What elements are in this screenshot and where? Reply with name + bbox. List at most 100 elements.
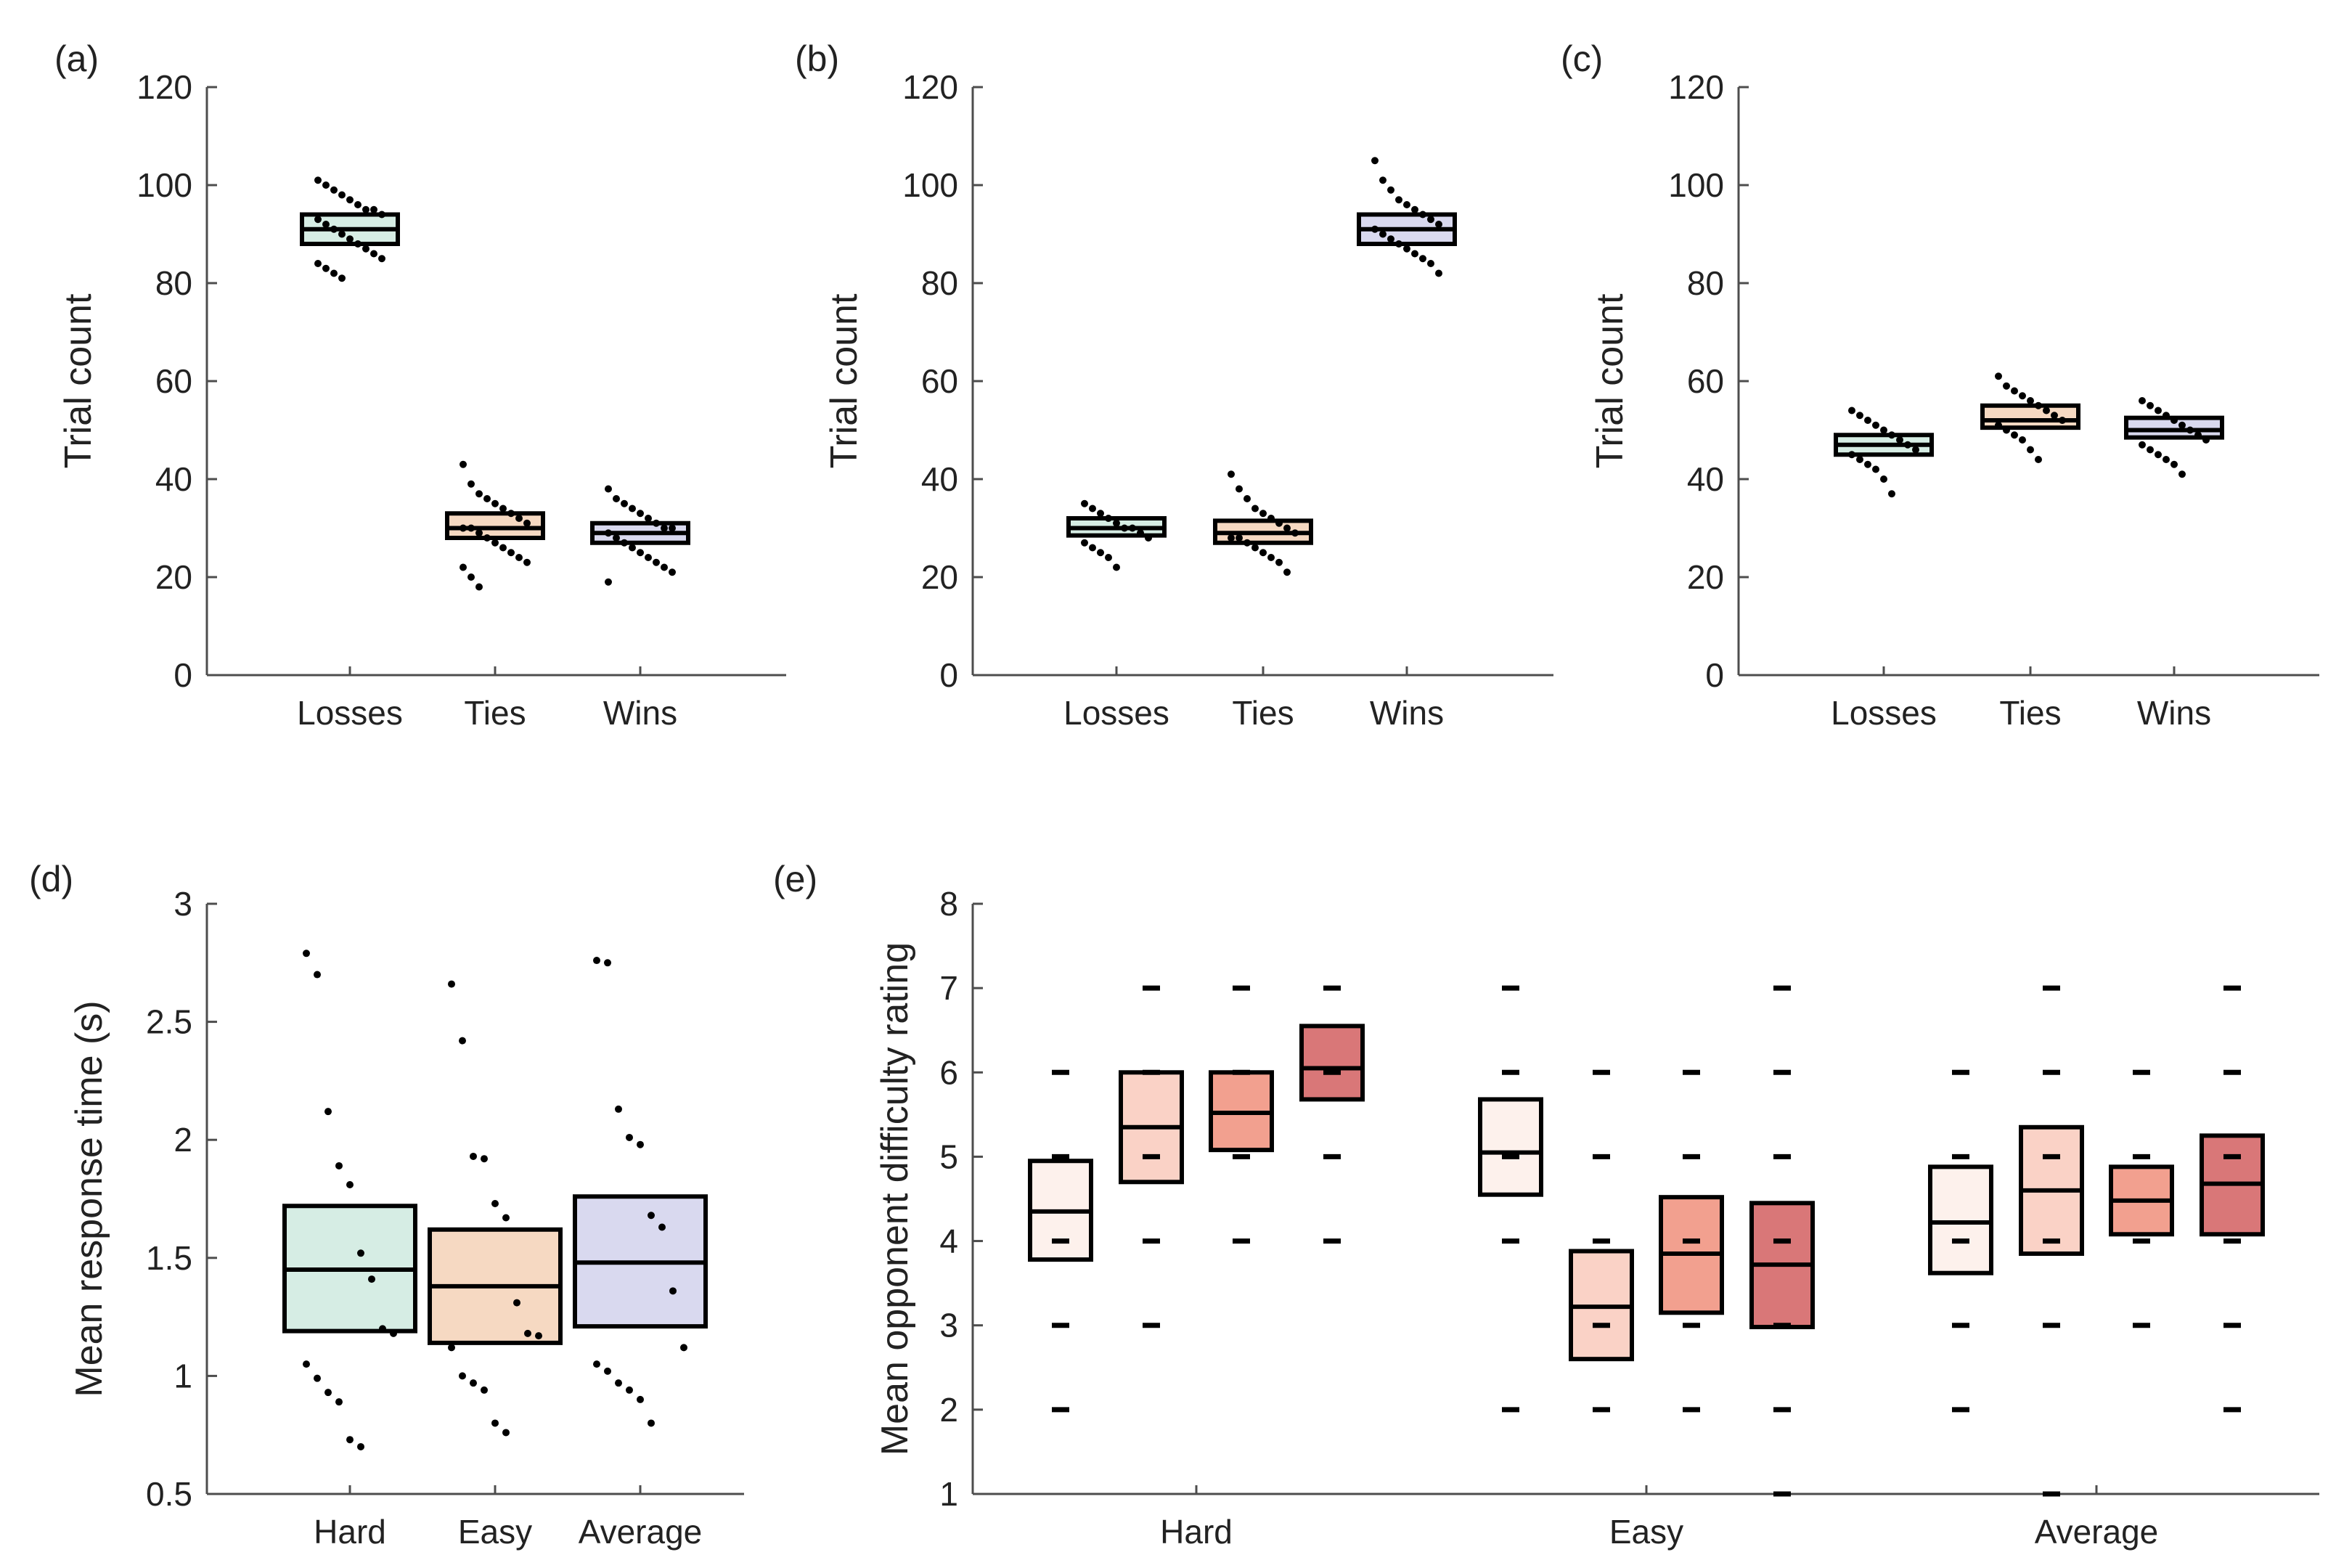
x-tick-label: Wins	[2137, 694, 2211, 732]
data-point	[613, 534, 620, 542]
data-point	[1251, 544, 1259, 552]
panel-label: (a)	[54, 38, 99, 79]
y-tick-label: 80	[1687, 264, 1724, 302]
data-point	[1411, 205, 1418, 213]
data-point	[2059, 417, 2066, 424]
data-point	[2178, 470, 2186, 478]
y-tick-label: 8	[939, 885, 958, 923]
data-point	[1379, 230, 1387, 238]
data-point	[648, 1212, 655, 1220]
data-point	[1888, 431, 1895, 439]
data-point	[324, 1108, 332, 1116]
data-point	[459, 1372, 466, 1380]
data-point	[1880, 475, 1887, 483]
y-tick-label: 60	[921, 362, 958, 400]
data-point	[1864, 417, 1871, 424]
panel-label: (c)	[1561, 38, 1603, 79]
data-point	[605, 485, 612, 493]
data-point	[507, 549, 515, 557]
y-tick-label: 6	[939, 1053, 958, 1091]
y-tick-label: 120	[1668, 68, 1724, 106]
y-tick-label: 0	[173, 656, 192, 694]
data-point	[481, 1386, 488, 1394]
y-tick-label: 60	[155, 362, 192, 400]
data-point	[1880, 426, 1887, 434]
y-tick-label: 1.5	[146, 1239, 192, 1277]
y-tick-label: 120	[902, 68, 958, 106]
data-point	[2043, 407, 2050, 415]
data-point	[615, 1105, 622, 1113]
data-point	[378, 211, 385, 219]
data-point	[1283, 568, 1291, 576]
data-point	[1435, 221, 1442, 228]
data-point	[2003, 382, 2010, 390]
data-point	[2011, 387, 2018, 395]
data-point	[1267, 554, 1275, 561]
data-point	[467, 480, 475, 488]
data-point	[507, 510, 515, 518]
data-point	[2139, 441, 2146, 449]
data-point	[1129, 524, 1136, 532]
data-point	[1995, 372, 2002, 380]
y-tick-label: 3	[173, 885, 192, 923]
data-point	[390, 1329, 397, 1337]
data-point	[483, 495, 491, 502]
y-tick-label: 100	[902, 166, 958, 204]
panel-label: (d)	[29, 859, 73, 899]
data-point	[1236, 485, 1243, 493]
y-axis-label: Trial count	[57, 293, 99, 468]
y-tick-label: 7	[939, 969, 958, 1007]
data-point	[322, 264, 330, 272]
data-point	[1872, 421, 1879, 429]
y-tick-label: 40	[155, 460, 192, 498]
y-tick-label: 120	[136, 68, 192, 106]
data-point	[661, 524, 668, 532]
y-tick-label: 20	[1687, 558, 1724, 596]
data-point	[481, 1155, 488, 1163]
data-point	[335, 1398, 343, 1406]
data-point	[615, 1379, 622, 1387]
data-point	[1113, 563, 1120, 571]
data-point	[338, 274, 346, 282]
data-point	[2147, 446, 2154, 454]
y-tick-label: 80	[155, 264, 192, 302]
data-point	[362, 205, 369, 213]
data-point	[1411, 250, 1418, 258]
y-tick-label: 20	[155, 558, 192, 596]
data-point	[303, 950, 310, 957]
data-point	[1379, 176, 1387, 184]
data-point	[1427, 216, 1434, 224]
data-point	[354, 240, 362, 248]
data-point	[335, 1161, 343, 1169]
y-tick-label: 40	[1687, 460, 1724, 498]
data-point	[653, 519, 660, 527]
data-point	[653, 558, 660, 566]
data-point	[1427, 260, 1434, 267]
data-point	[1435, 269, 1442, 277]
data-point	[1872, 465, 1879, 473]
data-point	[1275, 519, 1283, 527]
x-tick-label: Losses	[297, 694, 403, 732]
data-point	[368, 1275, 375, 1283]
y-tick-label: 0	[939, 656, 958, 694]
data-point	[626, 1386, 633, 1394]
y-axis-label: Trial count	[1589, 293, 1631, 468]
data-point	[1291, 529, 1299, 537]
data-point	[467, 524, 475, 532]
y-axis-label: Trial count	[823, 293, 865, 468]
y-tick-label: 20	[921, 558, 958, 596]
data-point	[475, 583, 483, 591]
data-point	[475, 529, 483, 537]
x-tick-label: Average	[2035, 1513, 2159, 1551]
data-point	[502, 1429, 510, 1437]
y-tick-label: 60	[1687, 362, 1724, 400]
data-point	[648, 1419, 655, 1427]
data-point	[448, 1344, 455, 1352]
panel-label: (e)	[773, 859, 817, 899]
data-point	[1097, 549, 1104, 557]
data-point	[637, 1140, 644, 1148]
data-point	[459, 1037, 466, 1045]
data-point	[346, 196, 354, 204]
data-point	[621, 539, 628, 547]
